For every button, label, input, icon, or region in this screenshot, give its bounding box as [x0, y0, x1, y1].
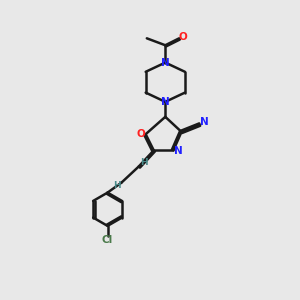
Text: H: H	[113, 181, 121, 190]
Text: O: O	[178, 32, 187, 42]
Text: N: N	[200, 117, 209, 127]
Text: H: H	[140, 158, 148, 167]
Text: Cl: Cl	[102, 235, 113, 245]
Text: N: N	[161, 58, 170, 68]
Text: O: O	[137, 129, 146, 139]
Text: N: N	[161, 97, 170, 107]
Text: N: N	[174, 146, 182, 157]
